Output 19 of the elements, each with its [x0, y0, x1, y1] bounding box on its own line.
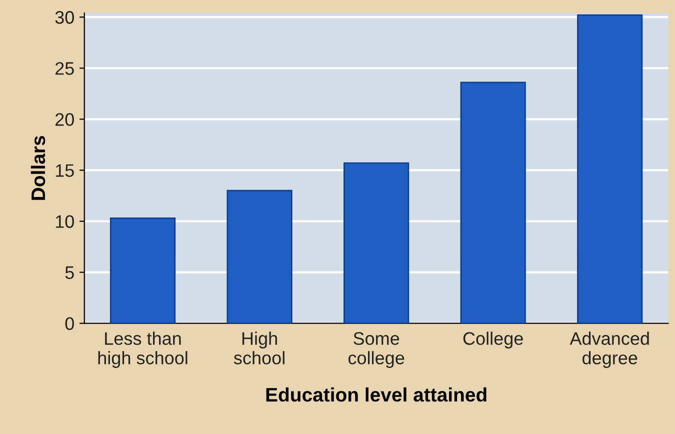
x-tick-label: Advanced degree — [570, 332, 649, 368]
x-tick-label: Less than high school — [98, 332, 188, 368]
y-tick-label: 25 — [55, 62, 74, 75]
bar — [577, 14, 643, 324]
y-axis-title: Dollars — [30, 136, 46, 200]
y-tick-label: 30 — [55, 11, 74, 24]
y-tick-label: 10 — [56, 215, 74, 228]
y-tick-label: 20 — [55, 113, 74, 126]
y-tick-label: 15 — [56, 164, 74, 177]
bar — [344, 162, 410, 324]
bar — [110, 217, 176, 324]
bar — [226, 190, 292, 324]
y-tick-label: 0 — [65, 317, 74, 330]
y-tick-label: 5 — [65, 266, 74, 280]
x-tick-label: College — [463, 332, 523, 348]
x-axis-title: Education level attained — [266, 387, 486, 402]
x-tick-label: Some college — [348, 332, 404, 368]
x-tick-label: High school — [234, 332, 284, 364]
bar — [460, 82, 526, 324]
